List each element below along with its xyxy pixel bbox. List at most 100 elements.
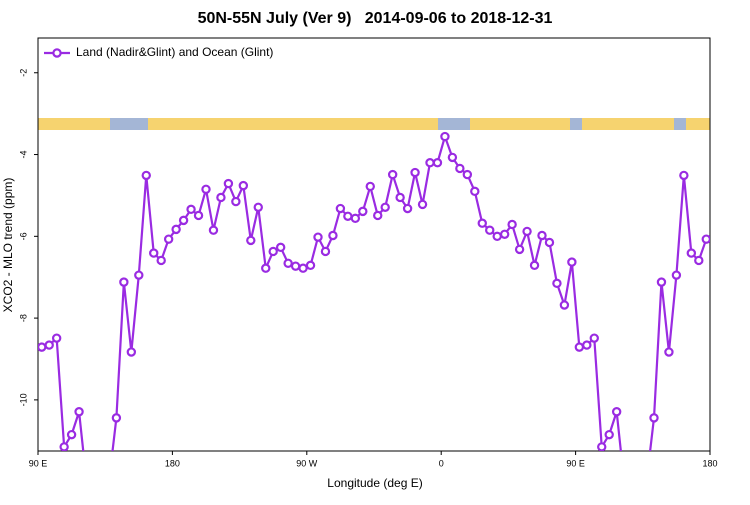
data-point bbox=[350, 213, 361, 224]
data-point bbox=[470, 186, 480, 197]
data-point bbox=[455, 163, 465, 174]
data-point bbox=[268, 246, 278, 257]
data-point bbox=[604, 429, 614, 440]
data-point bbox=[589, 333, 599, 343]
data-point bbox=[499, 229, 510, 239]
data-point bbox=[567, 257, 577, 267]
data-point bbox=[156, 255, 166, 266]
data-point bbox=[611, 407, 622, 417]
data-point bbox=[126, 347, 137, 357]
data-point bbox=[402, 203, 413, 214]
data-point bbox=[141, 170, 151, 181]
data-point bbox=[313, 232, 323, 242]
data-point bbox=[649, 413, 659, 423]
data-point bbox=[216, 192, 226, 203]
land-band bbox=[582, 118, 674, 130]
y-tick-label: -4 bbox=[18, 151, 28, 159]
data-point bbox=[492, 231, 502, 242]
data-point bbox=[679, 170, 689, 181]
data-point bbox=[432, 158, 443, 168]
chart-title: 50N-55N July (Ver 9) 2014-09-06 to 2018-… bbox=[198, 10, 553, 27]
surface-band bbox=[38, 118, 710, 130]
y-tick-label: -10 bbox=[18, 393, 28, 406]
land-band bbox=[38, 118, 110, 130]
data-point bbox=[628, 478, 635, 485]
data-point bbox=[597, 442, 607, 451]
data-point bbox=[656, 277, 667, 287]
data-point bbox=[163, 234, 174, 244]
data-point bbox=[643, 478, 650, 485]
data-point bbox=[208, 225, 219, 235]
data-point bbox=[246, 235, 256, 246]
data-point bbox=[193, 210, 204, 221]
data-point bbox=[171, 224, 181, 235]
data-point bbox=[134, 270, 144, 280]
data-point bbox=[343, 211, 353, 221]
data-point bbox=[664, 347, 674, 357]
data-point bbox=[507, 219, 517, 230]
data-point bbox=[387, 169, 398, 180]
data-point bbox=[223, 178, 234, 189]
data-point bbox=[186, 204, 196, 215]
y-axis-label: XCO2 - MLO trend (ppm) bbox=[1, 178, 15, 313]
legend-label: Land (Nadir&Glint) and Ocean (Glint) bbox=[76, 45, 273, 59]
data-point bbox=[178, 215, 189, 226]
data-point bbox=[298, 263, 308, 273]
x-axis-label: Longitude (deg E) bbox=[327, 476, 422, 490]
data-point bbox=[98, 478, 105, 485]
data-point bbox=[410, 167, 420, 178]
data-point bbox=[44, 340, 54, 350]
data-point bbox=[320, 246, 331, 257]
legend-marker bbox=[52, 48, 62, 58]
data-point bbox=[231, 196, 241, 207]
data-point bbox=[66, 429, 77, 440]
data-point bbox=[261, 263, 271, 273]
x-tick-label: 0 bbox=[439, 458, 444, 468]
data-point bbox=[74, 407, 84, 417]
series bbox=[38, 131, 710, 485]
y-tick-label: -2 bbox=[18, 69, 28, 77]
data-point bbox=[365, 181, 375, 192]
data-point bbox=[440, 131, 450, 142]
data-point bbox=[514, 244, 525, 255]
data-point bbox=[477, 218, 487, 228]
plot-frame bbox=[37, 37, 711, 452]
data-point bbox=[119, 277, 129, 287]
land-band bbox=[470, 118, 570, 130]
x-tick-label: 90 W bbox=[296, 458, 318, 468]
land-band bbox=[148, 118, 438, 130]
data-point bbox=[537, 230, 547, 241]
x-tick-label: 180 bbox=[702, 458, 717, 468]
data-point bbox=[552, 278, 562, 289]
data-point bbox=[38, 342, 47, 352]
data-point bbox=[328, 230, 338, 241]
data-point bbox=[290, 261, 301, 271]
data-point bbox=[671, 270, 682, 280]
data-point bbox=[425, 158, 435, 168]
data-point bbox=[105, 478, 112, 485]
data-point bbox=[447, 152, 458, 163]
data-point bbox=[59, 442, 69, 451]
data-point bbox=[485, 225, 495, 235]
data-point bbox=[111, 413, 122, 423]
x-tick-label: 90 E bbox=[566, 458, 585, 468]
data-point bbox=[238, 180, 249, 191]
data-point bbox=[621, 478, 628, 485]
data-point bbox=[686, 248, 697, 258]
data-point bbox=[90, 478, 97, 485]
data-point bbox=[335, 203, 346, 214]
legend: Land (Nadir&Glint) and Ocean (Glint) bbox=[44, 45, 273, 59]
land-band bbox=[686, 118, 710, 130]
data-line bbox=[41, 132, 708, 451]
data-point bbox=[283, 258, 293, 269]
data-point bbox=[201, 184, 211, 194]
data-point bbox=[275, 242, 286, 253]
x-tick-label: 90 E bbox=[29, 458, 48, 468]
data-point bbox=[574, 342, 585, 352]
y-tick-label: -6 bbox=[18, 232, 28, 240]
data-point bbox=[417, 199, 428, 210]
y-tick-label: -8 bbox=[18, 314, 28, 322]
data-point bbox=[694, 255, 704, 266]
data-point bbox=[701, 234, 710, 244]
